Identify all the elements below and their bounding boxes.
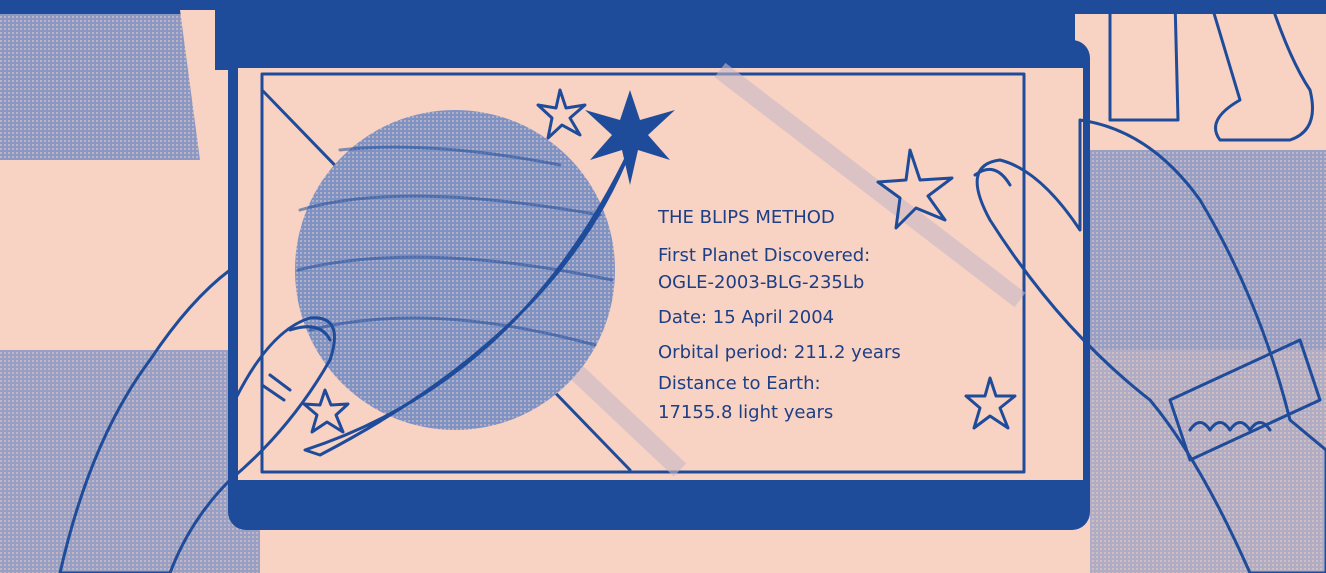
page: THE BLIPS METHOD First Planet Discovered… <box>0 0 1326 573</box>
card-line: Orbital period: 211.2 years <box>658 342 901 363</box>
illustration: THE BLIPS METHOD First Planet Discovered… <box>0 0 1326 573</box>
card-line: OGLE-2003-BLG-235Lb <box>658 272 864 293</box>
card-line: First Planet Discovered: <box>658 245 870 266</box>
card-line: Date: 15 April 2004 <box>658 307 834 328</box>
card-line: Distance to Earth: <box>658 373 821 394</box>
card-line: 17155.8 light years <box>658 402 833 423</box>
planet <box>295 110 615 430</box>
card-title: THE BLIPS METHOD <box>657 207 835 228</box>
